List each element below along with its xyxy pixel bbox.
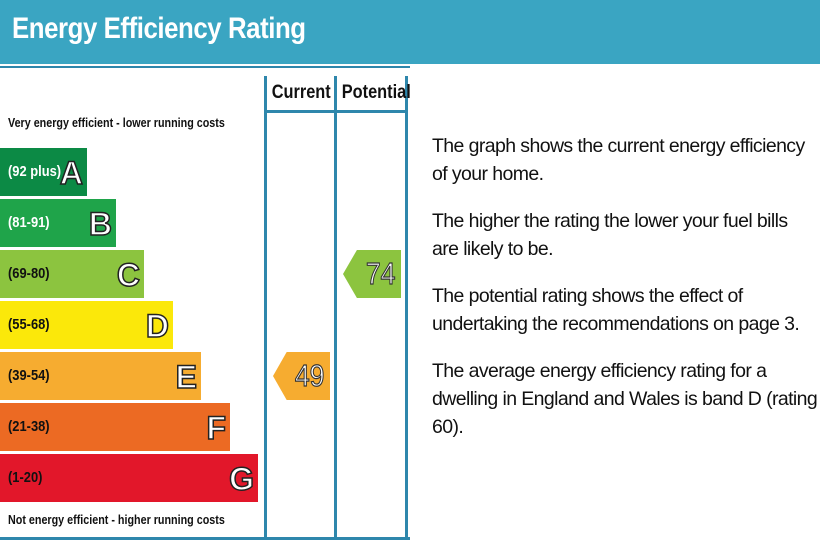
- current-column-left-line: [264, 76, 267, 538]
- band-letter: A: [59, 154, 84, 192]
- band-range-label: (81-91): [8, 214, 50, 231]
- band-range-label: (69-80): [8, 265, 50, 282]
- chart-bottom-line: [0, 537, 410, 540]
- info-paragraph: The higher the rating the lower your fue…: [432, 210, 788, 260]
- band-g: (1-20) G: [0, 454, 258, 502]
- chart-top-line: [0, 66, 410, 68]
- band-a: (92 plus) A: [0, 148, 87, 196]
- info-paragraph: The average energy efficiency rating for…: [432, 360, 818, 438]
- band-letter: C: [116, 256, 141, 294]
- band-letter: D: [145, 307, 170, 345]
- info-text: The graph shows the current energy effic…: [432, 132, 818, 460]
- current-rating-value: 49: [294, 357, 325, 393]
- caption-top: Very energy efficient - lower running co…: [8, 116, 225, 130]
- band-letter: F: [206, 409, 227, 447]
- potential-column-right-line: [405, 76, 408, 538]
- band-range-label: (21-38): [8, 418, 50, 435]
- potential-rating-value: 74: [365, 255, 396, 291]
- band-range-label: (92 plus): [8, 163, 62, 180]
- caption-bottom: Not energy efficient - higher running co…: [8, 513, 225, 527]
- band-letter: E: [175, 358, 198, 396]
- band-e: (39-54) E: [0, 352, 201, 400]
- potential-column-header: Potential: [341, 82, 411, 103]
- band-d: (55-68) D: [0, 301, 173, 349]
- band-f: (21-38) F: [0, 403, 230, 451]
- band-c: (69-80) C: [0, 250, 144, 298]
- band-range-label: (55-68): [8, 316, 50, 333]
- band-letter: G: [228, 460, 254, 498]
- band-range-label: (1-20): [8, 469, 43, 486]
- page-title: Energy Efficiency Rating: [12, 12, 306, 45]
- potential-rating-arrow: 74: [343, 250, 401, 298]
- header-bar: Energy Efficiency Rating: [0, 0, 820, 64]
- current-column-right-line: [334, 76, 337, 538]
- current-rating-arrow: 49: [273, 352, 330, 400]
- info-paragraph: The potential rating shows the effect of…: [432, 285, 800, 335]
- band-letter: B: [88, 205, 113, 243]
- band-range-label: (39-54): [8, 367, 50, 384]
- info-paragraph: The graph shows the current energy effic…: [432, 135, 805, 185]
- band-b: (81-91) B: [0, 199, 116, 247]
- current-column-header: Current: [271, 82, 331, 103]
- column-header-divider: [264, 110, 408, 113]
